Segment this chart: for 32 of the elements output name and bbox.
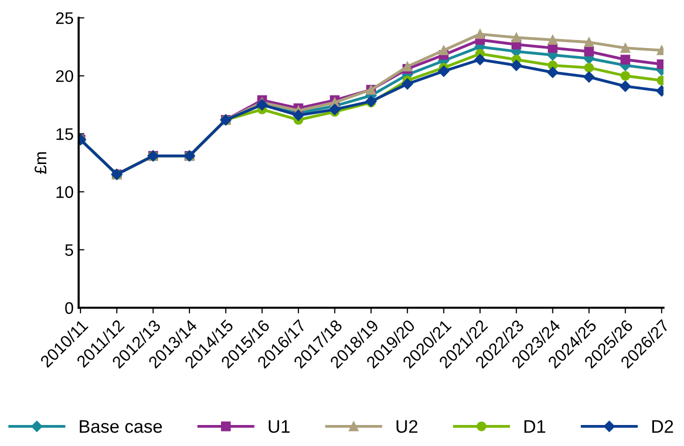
legend-label: D2 bbox=[652, 420, 673, 433]
y-tick-label: 20 bbox=[56, 70, 74, 82]
point bbox=[584, 46, 594, 56]
point bbox=[584, 62, 594, 73]
point bbox=[583, 71, 595, 83]
y-tick-label: 5 bbox=[65, 244, 74, 256]
point bbox=[402, 62, 412, 72]
point bbox=[510, 60, 522, 71]
legend-label: Base case bbox=[80, 420, 162, 433]
y-tick-label: 0 bbox=[65, 302, 74, 314]
point bbox=[620, 80, 631, 92]
point bbox=[584, 37, 594, 48]
point bbox=[475, 29, 485, 39]
y-tick-label: 10 bbox=[56, 186, 74, 198]
point bbox=[620, 70, 630, 81]
point bbox=[474, 54, 486, 66]
point bbox=[512, 32, 522, 42]
point bbox=[402, 78, 413, 90]
point bbox=[438, 45, 449, 56]
point bbox=[620, 43, 630, 53]
legend-label: D1 bbox=[524, 420, 546, 433]
point bbox=[620, 54, 630, 64]
y-axis-title: £m bbox=[34, 152, 46, 174]
legend-label: U1 bbox=[268, 420, 290, 433]
point bbox=[438, 66, 450, 77]
y-tick-label: 25 bbox=[56, 12, 74, 24]
point bbox=[547, 66, 558, 78]
legend-label: U2 bbox=[396, 420, 418, 433]
point bbox=[329, 104, 340, 116]
y-tick-label: 15 bbox=[56, 128, 74, 140]
point bbox=[292, 110, 304, 121]
point bbox=[548, 35, 558, 45]
